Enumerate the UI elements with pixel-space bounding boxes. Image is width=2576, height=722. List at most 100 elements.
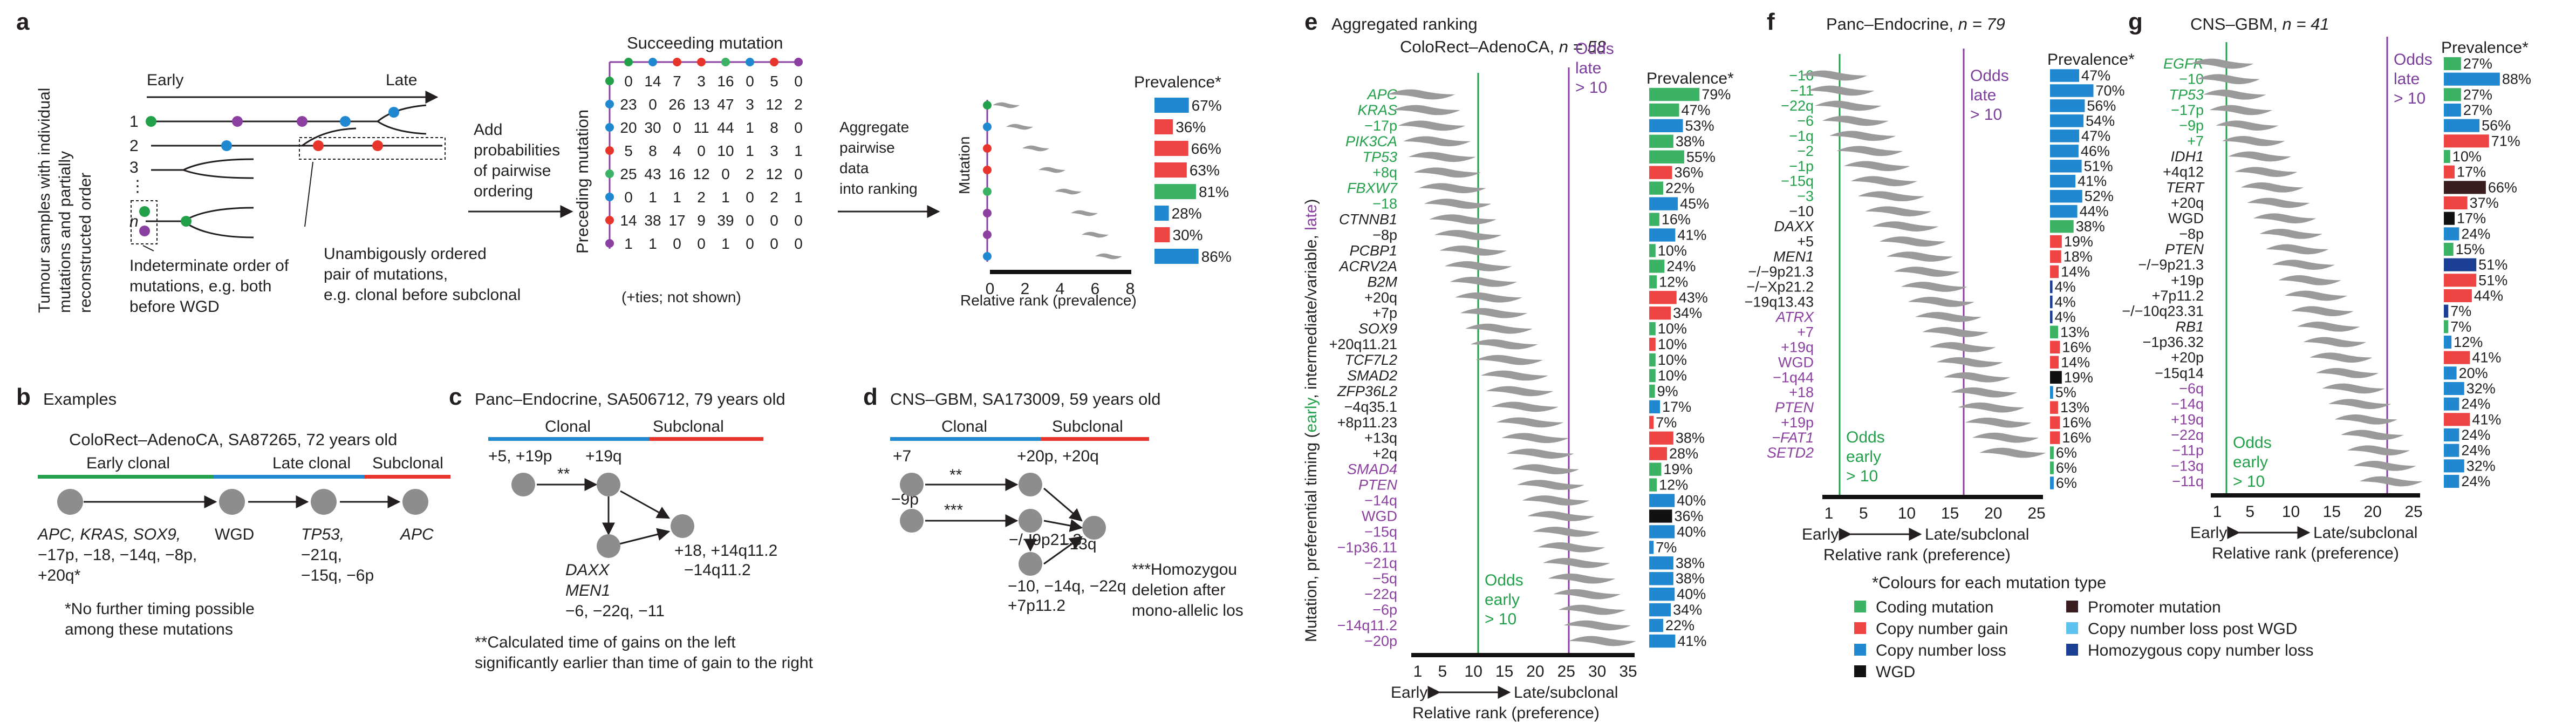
unambiguous-box [299,137,446,160]
rank-tick: 15 [1941,505,1959,522]
rank-violin [2222,136,2285,146]
rank-violin [2228,151,2291,162]
rank-violin [1413,167,1481,178]
row3-branch [183,158,254,179]
mutation-axis-label: Mutation [956,137,973,194]
prevalence-pct: 36% [1674,165,1703,181]
rank-violin [1872,221,1939,231]
rank-violin [1512,464,1580,474]
rank-violin [1418,183,1486,193]
rank-violin [1915,312,1982,322]
mutation-label: WGD [1778,354,1814,370]
matrix-cell: 9 [697,212,706,229]
mutation-label: −10 [1789,203,1814,220]
mutation-label: −1q44 [1773,369,1814,385]
prevalence-bar [1649,556,1673,570]
panel-e-subtitle: ColoRect–AdenoCA, n = 58 [1400,37,1606,56]
d-subclonal-label: Subclonal [1052,418,1123,435]
prevalence-pct: 12% [1659,477,1688,493]
mutation-label: WGD [2168,210,2204,227]
prevalence-pct: 27% [2463,102,2492,118]
prevalence-pct: 14% [2061,354,2090,370]
rank-violin [1563,620,1631,631]
prevalence-pct: 24% [2461,427,2490,443]
rank-violin [1951,387,2018,398]
matrix-cell: 8 [770,119,778,136]
succeeding-mutation-dot [721,58,730,66]
legend-swatch [2066,601,2078,612]
panel-g-cohort: CNS–GBM, [2190,15,2278,33]
mutation-label: SOX9 [1358,321,1397,337]
prevalence-pct: 4% [2055,294,2076,310]
prevalence-bar [2050,431,2060,444]
mini-prevalence-bar [1154,184,1196,199]
matrix-cell: 1 [794,189,803,206]
d-node-4 [1019,509,1042,533]
prevalence-pct: 13% [2060,324,2089,340]
panel-c-label: c [449,384,462,410]
matrix-cell: 1 [746,119,754,136]
mini-mutation-dot [983,209,992,217]
unambiguous-line-1: Unambigously ordered [324,245,487,263]
matrix-cell: 0 [770,212,778,229]
prevalence-bar [1649,213,1659,226]
prevalence-pct: 28% [1669,446,1698,462]
mutation-label: PTEN [1775,399,1814,416]
prevalence-pct: 51% [2478,272,2507,288]
c-bottom-line3: −6, −22q, −11 [565,602,665,620]
d-n4: −/−9p21.3 [1009,531,1082,549]
prevalence-bar [1649,134,1673,148]
prevalence-bar [2050,476,2054,489]
early-end-label: Early [2190,524,2227,542]
subclonal-bar [364,475,450,479]
rank-violin [1470,339,1538,350]
mutation-label: −22q [1364,586,1397,602]
panel-g-label: g [2128,9,2143,35]
mutation-label: +20q [2171,195,2204,211]
prevalence-pct: 10% [1658,336,1687,352]
prevalence-pct: 54% [2086,113,2115,129]
sample-row-label: 2 [129,137,139,155]
mutation-label: PIK3CA [1345,133,1397,149]
mini-rank-tick: 6 [1091,280,1100,298]
rank-violin [1403,136,1471,147]
prevalence-bar [2444,428,2459,442]
prevalence-pct: 17% [2457,210,2486,227]
mini-prevalence-bar [1154,141,1188,156]
mini-rank-violin [1022,145,1049,152]
matrix-cell: 20 [620,119,637,136]
matrix-cell: 0 [648,96,657,113]
prevalence-bar [2050,145,2079,158]
mini-prevalence-pct: 63% [1190,162,1220,179]
rank-tick: 5 [1438,663,1447,680]
prevalence-pct: 22% [1665,180,1694,196]
prevalence-pct: 24% [2461,473,2490,489]
rank-tick: 20 [1526,663,1544,680]
prevalence-pct: 10% [1658,242,1687,258]
prevalence-pct: 6% [2056,475,2077,491]
mutation-label: −/−9p21.3 [1748,264,1814,280]
rank-violin [2247,197,2310,208]
panel-e-title: Aggregated ranking [1331,15,1478,33]
rank-tick: 5 [2245,503,2254,521]
matrix-cell: 0 [746,212,754,229]
rank-violin [1455,292,1522,303]
prevalence-pct: 4% [2055,309,2076,325]
clonal-wgd-bar [213,475,262,479]
panel-d-label: d [863,384,878,410]
d-note-line2: deletion after [1132,581,1225,599]
prevalence-bar [2050,189,2082,203]
prevalence-bar [2444,212,2455,225]
matrix-cell: 5 [624,142,633,159]
prevalence-bar [2444,181,2486,194]
matrix-cell: 1 [721,235,730,252]
matrix-cell: 16 [717,73,734,90]
panel-b: b Examples ColoRect–AdenoCA, SA87265, 72… [16,384,450,638]
rank-violin [2309,352,2373,363]
rank-violin [2235,167,2298,177]
mutation-label: −/−9p21.3 [2138,257,2204,273]
mutation-label: +20q11.21 [1329,336,1397,352]
mutation-label: SMAD4 [1347,461,1397,478]
rank-violin [1424,199,1492,209]
